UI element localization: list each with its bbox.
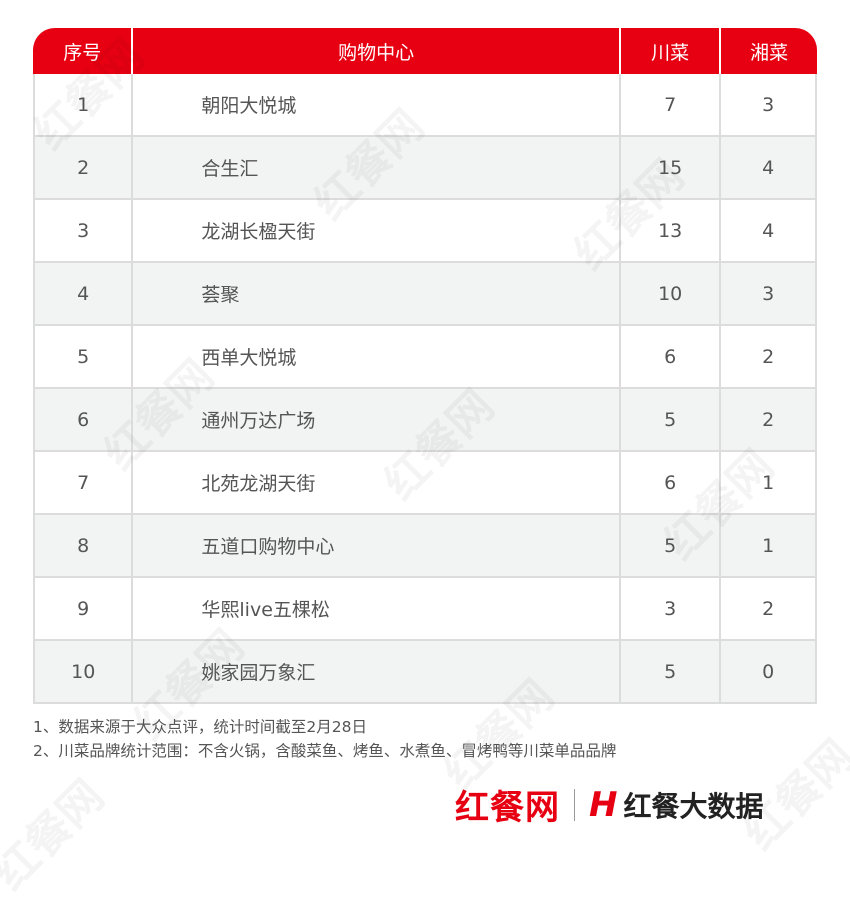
table-row: 6 通州万达广场 5 2 — [33, 389, 817, 452]
hunan-count-cell: 3 — [721, 74, 817, 137]
mall-name-cell: 北苑龙湖天街 — [133, 452, 621, 515]
mall-name-cell: 朝阳大悦城 — [133, 74, 621, 137]
hunan-count-cell: 4 — [721, 137, 817, 200]
table-row: 8 五道口购物中心 5 1 — [33, 515, 817, 578]
column-header: 川菜 — [620, 28, 722, 74]
table-row: 10 姚家园万象汇 5 0 — [33, 641, 817, 704]
rank-cell: 4 — [33, 263, 134, 326]
mall-name-cell: 荟聚 — [133, 263, 621, 326]
rank-cell: 7 — [33, 452, 134, 515]
column-header: 购物中心 — [133, 28, 621, 74]
table-row: 3 龙湖长楹天街 13 4 — [33, 200, 817, 263]
mall-name-cell: 五道口购物中心 — [133, 515, 621, 578]
mall-name-cell: 西单大悦城 — [133, 326, 621, 389]
sichuan-count-cell: 10 — [620, 263, 722, 326]
mall-name-cell: 合生汇 — [133, 137, 621, 200]
sichuan-count-cell: 13 — [620, 200, 722, 263]
sichuan-count-cell: 5 — [620, 389, 722, 452]
mall-name-cell: 姚家园万象汇 — [133, 641, 621, 704]
table-row: 1 朝阳大悦城 7 3 — [33, 74, 817, 137]
rank-cell: 1 — [33, 74, 134, 137]
column-header: 序号 — [33, 28, 134, 74]
hunan-count-cell: 0 — [721, 641, 817, 704]
sichuan-count-cell: 5 — [620, 515, 722, 578]
mall-name-cell: 华熙live五棵松 — [133, 578, 621, 641]
data-table: 序号 购物中心 川菜 湘菜 1 朝阳大悦城 7 3 2 合生汇 15 4 3 龙湖长楹天街 13 4 4 荟聚 1… — [33, 28, 817, 704]
sichuan-count-cell: 15 — [620, 137, 722, 200]
mall-name-cell: 龙湖长楹天街 — [133, 200, 621, 263]
mall-name-cell: 通州万达广场 — [133, 389, 621, 452]
logo-divider — [574, 788, 575, 821]
table-row: 2 合生汇 15 4 — [33, 137, 817, 200]
hunan-count-cell: 1 — [721, 515, 817, 578]
sichuan-count-cell: 3 — [620, 578, 722, 641]
footnote-1: 1、数据来源于大众点评，统计时间截至2月28日 — [33, 718, 367, 736]
hongcan-data-logo: 红餐大数据 — [623, 789, 764, 823]
branding: 红餐网 H 红餐大数据 — [455, 780, 763, 829]
rank-cell: 10 — [33, 641, 134, 704]
hunan-count-cell: 4 — [721, 200, 817, 263]
hongcan-logo: 红餐网 — [455, 788, 560, 828]
table-row: 7 北苑龙湖天街 6 1 — [33, 452, 817, 515]
rank-cell: 3 — [33, 200, 134, 263]
footnotes: 1、数据来源于大众点评，统计时间截至2月28日 2、川菜品牌统计范围：不含火锅，… — [33, 715, 616, 763]
sichuan-count-cell: 6 — [620, 452, 722, 515]
hunan-count-cell: 1 — [721, 452, 817, 515]
table-row: 4 荟聚 10 3 — [33, 263, 817, 326]
rank-cell: 5 — [33, 326, 134, 389]
table-row: 9 华熙live五棵松 3 2 — [33, 578, 817, 641]
rank-cell: 8 — [33, 515, 134, 578]
h-logo-icon: H — [589, 784, 618, 825]
sichuan-count-cell: 6 — [620, 326, 722, 389]
table-header: 序号 购物中心 川菜 湘菜 — [33, 28, 817, 74]
sichuan-count-cell: 5 — [620, 641, 722, 704]
rank-cell: 9 — [33, 578, 134, 641]
hunan-count-cell: 2 — [721, 326, 817, 389]
table-row: 5 西单大悦城 6 2 — [33, 326, 817, 389]
rank-cell: 2 — [33, 137, 134, 200]
column-header: 湘菜 — [721, 28, 817, 74]
hunan-count-cell: 3 — [721, 263, 817, 326]
footnote-2: 2、川菜品牌统计范围：不含火锅，含酸菜鱼、烤鱼、水煮鱼、冒烤鸭等川菜单品品牌 — [33, 742, 617, 760]
watermark: 红餐网 — [0, 763, 115, 901]
hunan-count-cell: 2 — [721, 389, 817, 452]
rank-cell: 6 — [33, 389, 134, 452]
sichuan-count-cell: 7 — [620, 74, 722, 137]
hunan-count-cell: 2 — [721, 578, 817, 641]
